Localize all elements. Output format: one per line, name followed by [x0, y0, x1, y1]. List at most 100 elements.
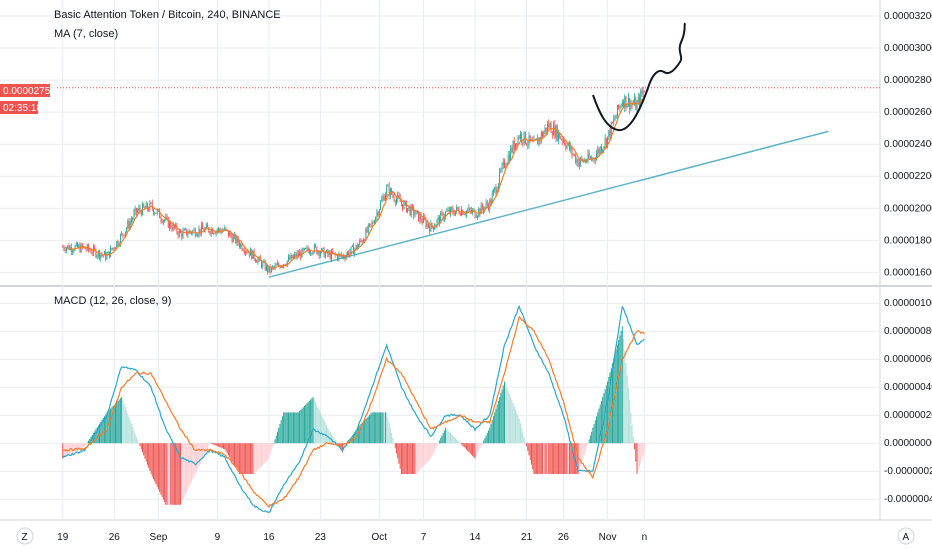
- histogram-bar: [209, 443, 211, 444]
- histogram-bar: [583, 443, 585, 455]
- candle-body: [365, 228, 367, 241]
- histogram-bar: [96, 427, 98, 444]
- candle-body: [329, 252, 331, 259]
- price-axis[interactable]: 0.00001600 0.00001800 0.00002000 0.00002200…: [884, 11, 932, 278]
- histogram-bar: [283, 412, 285, 444]
- candle-body: [399, 197, 401, 203]
- histogram-bar: [111, 407, 113, 444]
- histogram-bar: [300, 409, 302, 444]
- histogram-bar: [483, 440, 485, 444]
- time-axis[interactable]: 19 26 Sep 9 16 23 Oct 7 14 21 26 Nov n: [57, 532, 647, 543]
- histogram-bar: [472, 443, 474, 457]
- candle-body: [292, 256, 294, 259]
- histogram-bar: [139, 443, 141, 447]
- candle-body: [273, 266, 275, 268]
- histogram-bar: [292, 412, 294, 444]
- histogram-bar: [294, 412, 296, 444]
- histogram-bar: [629, 400, 631, 444]
- auto-scale-button[interactable]: [897, 527, 915, 545]
- histogram-bar: [284, 412, 286, 444]
- price-pane[interactable]: [0, 0, 880, 284]
- candle-body: [446, 211, 448, 212]
- trendline[interactable]: [268, 130, 829, 278]
- histogram-bar: [377, 412, 379, 444]
- histogram-bar: [316, 404, 318, 444]
- candle-body: [319, 252, 321, 256]
- time-tick-label: 14: [469, 532, 481, 543]
- candle-body: [145, 203, 147, 209]
- candle-body: [150, 202, 152, 204]
- candle-body: [91, 253, 93, 254]
- candle-body: [326, 250, 327, 253]
- histogram-bar: [95, 429, 97, 444]
- candle-body: [106, 254, 108, 260]
- candle-body: [246, 251, 248, 253]
- candle-body: [383, 196, 385, 201]
- candle-body: [421, 220, 423, 223]
- histogram-bar: [108, 409, 110, 444]
- drawn-projection-curve[interactable]: [592, 22, 686, 132]
- candle-body: [561, 138, 563, 142]
- macd-axis[interactable]: 0.00000100 0.00000080 0.00000060 0.00000040…: [884, 298, 932, 505]
- histogram-bar: [257, 443, 259, 471]
- histogram-bar: [571, 443, 573, 474]
- histogram-bar: [584, 443, 586, 451]
- histogram-bar: [549, 443, 551, 474]
- zoom-button[interactable]: [16, 527, 34, 545]
- candle-body: [570, 146, 572, 150]
- candle-body: [199, 228, 201, 234]
- candle-body: [551, 132, 553, 136]
- macd-pane[interactable]: [0, 288, 880, 520]
- histogram-bar: [232, 443, 234, 464]
- candle-body: [67, 245, 69, 248]
- candle-body: [111, 247, 113, 250]
- candle-body: [597, 149, 599, 155]
- histogram-bar: [580, 443, 582, 467]
- histogram-bar: [94, 431, 96, 444]
- histogram-bar: [424, 443, 426, 466]
- histogram-bar: [187, 443, 189, 490]
- ma-legend[interactable]: MA (7, close): [54, 28, 118, 40]
- histogram-bar: [484, 438, 486, 444]
- candle-body: [506, 163, 508, 167]
- histogram-bar: [425, 443, 427, 464]
- histogram-bar: [485, 435, 487, 444]
- candle-body: [337, 255, 339, 260]
- candle-body: [412, 205, 413, 208]
- candle-body: [140, 210, 142, 215]
- candle-body: [218, 228, 220, 231]
- histogram-bar: [378, 412, 380, 444]
- candle-body: [434, 226, 435, 230]
- histogram-bar: [397, 443, 399, 459]
- candle-body: [448, 209, 450, 214]
- histogram-bar: [533, 443, 535, 474]
- histogram-bar: [318, 409, 320, 444]
- candle-body: [522, 141, 524, 144]
- histogram-bar: [553, 443, 555, 474]
- candle-body: [208, 227, 210, 232]
- histogram-bar: [100, 421, 102, 444]
- candle-body: [453, 212, 455, 216]
- histogram-bar: [297, 412, 299, 444]
- histogram-bar: [74, 443, 76, 452]
- candle-body: [187, 233, 189, 236]
- histogram-bar: [210, 443, 212, 444]
- histogram-bar: [337, 443, 339, 445]
- histogram-bar: [329, 431, 331, 444]
- histogram-bar: [236, 443, 238, 470]
- histogram-bar: [215, 443, 217, 446]
- candle-body: [200, 224, 202, 234]
- candle-body: [529, 135, 531, 141]
- candle-body: [349, 251, 351, 256]
- histogram-bar: [270, 443, 272, 451]
- histogram-bar: [279, 423, 281, 444]
- macd-tick-label: 0.00000020: [884, 410, 932, 421]
- histogram-bar: [288, 412, 290, 444]
- macd-legend[interactable]: MACD (12, 26, close, 9): [54, 295, 171, 307]
- histogram-bar: [478, 443, 480, 451]
- histogram-bar: [416, 443, 418, 473]
- candle-body: [284, 264, 286, 266]
- candle-body: [381, 199, 383, 202]
- candle-body: [565, 144, 567, 149]
